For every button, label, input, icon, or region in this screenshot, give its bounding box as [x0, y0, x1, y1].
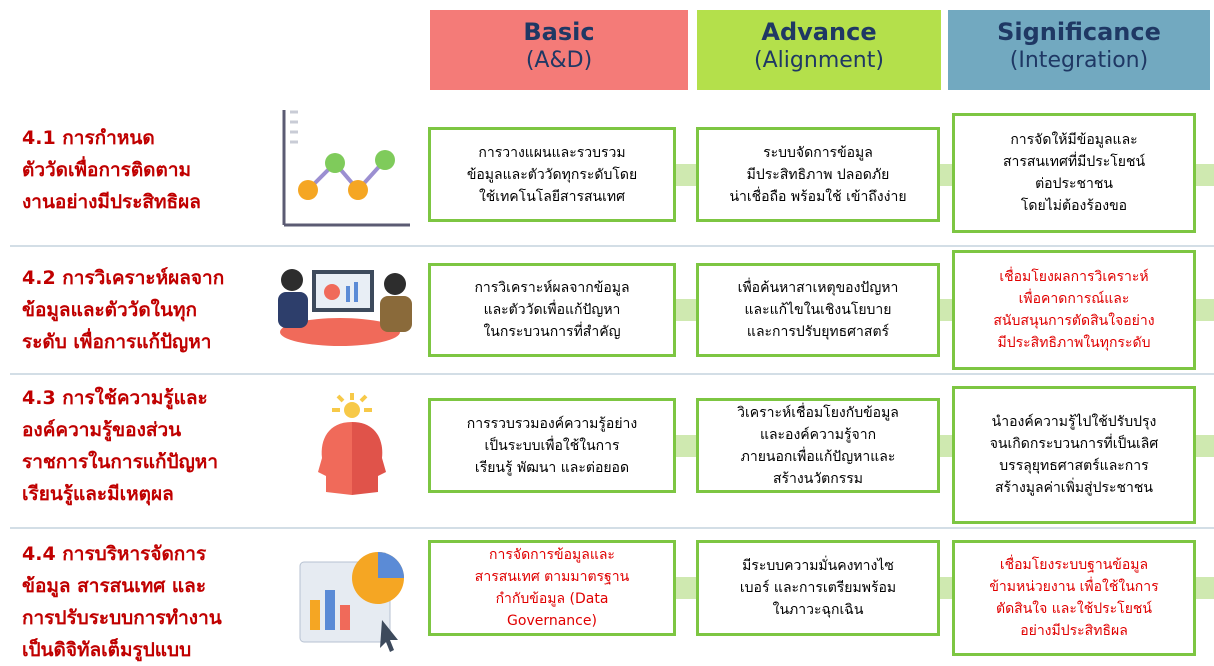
connector: [1196, 163, 1214, 186]
connector: [940, 299, 952, 321]
cell: นำองค์ความรู้ไปใช้ปรับปรุง จนเกิดกระบวนก…: [952, 386, 1196, 524]
column-header: Advance (Alignment): [697, 10, 941, 90]
column-subtitle: (Integration): [1009, 48, 1149, 73]
column-header: Significance (Integration): [948, 10, 1210, 90]
connector: [676, 299, 696, 321]
cell: ระบบจัดการข้อมูล มีประสิทธิภาพ ปลอดภัย น…: [696, 127, 940, 222]
cell: การจัดการข้อมูลและ สารสนเทศ ตามมาตรฐาน ก…: [428, 540, 676, 636]
connector: [676, 577, 696, 599]
connector: [676, 434, 696, 457]
row-label: 4.4 การบริหารจัดการ ข้อมูล สารสนเทศ และ …: [22, 543, 222, 661]
column-title: Significance: [997, 18, 1161, 46]
cell: การวางแผนและรวบรวม ข้อมูลและตัววัดทุกระด…: [428, 127, 676, 222]
row-separator: [10, 373, 1214, 375]
row-label: 4.3 การใช้ความรู้และ องค์ความรู้ของส่วน …: [22, 387, 218, 505]
connector: [676, 163, 696, 186]
analytics-icon: [299, 552, 404, 652]
connector: [1196, 434, 1214, 457]
cell: วิเคราะห์เชื่อมโยงกับข้อมูล และองค์ความร…: [696, 398, 940, 493]
connector: [940, 434, 952, 457]
connector: [940, 163, 952, 186]
column-subtitle: (A&D): [525, 48, 593, 73]
connector: [1196, 577, 1214, 599]
cell: การวิเคราะห์ผลจากข้อมูล และตัววัดเพื่อแก…: [428, 263, 676, 357]
icons: [278, 110, 412, 652]
connector: [940, 577, 952, 599]
column-title: Advance: [761, 18, 877, 46]
cell: การรวบรวมองค์ความรู้อย่าง เป็นระบบเพื่อใ…: [428, 398, 676, 493]
idea-icon: [318, 393, 386, 495]
cell: เชื่อมโยงระบบฐานข้อมูล ข้ามหน่วยงาน เพื่…: [952, 540, 1196, 656]
cell: เชื่อมโยงผลการวิเคราะห์ เพื่อคาดการณ์และ…: [952, 250, 1196, 370]
column-subtitle: (Alignment): [754, 48, 884, 73]
cell: การจัดให้มีข้อมูลและ สารสนเทศที่มีประโยช…: [952, 113, 1196, 233]
row-separator: [10, 527, 1214, 529]
column-header: Basic (A&D): [430, 10, 688, 90]
chart-icon: [282, 110, 410, 227]
connector: [1196, 299, 1214, 321]
meeting-icon: [278, 269, 412, 346]
row-label: 4.2 การวิเคราะห์ผลจาก ข้อมูลและตัววัดในท…: [22, 267, 225, 353]
row-label: 4.1 การกำหนด ตัววัดเพื่อการติดตาม งานอย่…: [22, 127, 201, 213]
row-separator: [10, 245, 1214, 247]
cell: มีระบบความมั่นคงทางไซ เบอร์ และการเตรียม…: [696, 540, 940, 636]
cell: เพื่อค้นหาสาเหตุของปัญหา และแก้ไขในเชิงน…: [696, 263, 940, 357]
column-title: Basic: [523, 18, 595, 46]
